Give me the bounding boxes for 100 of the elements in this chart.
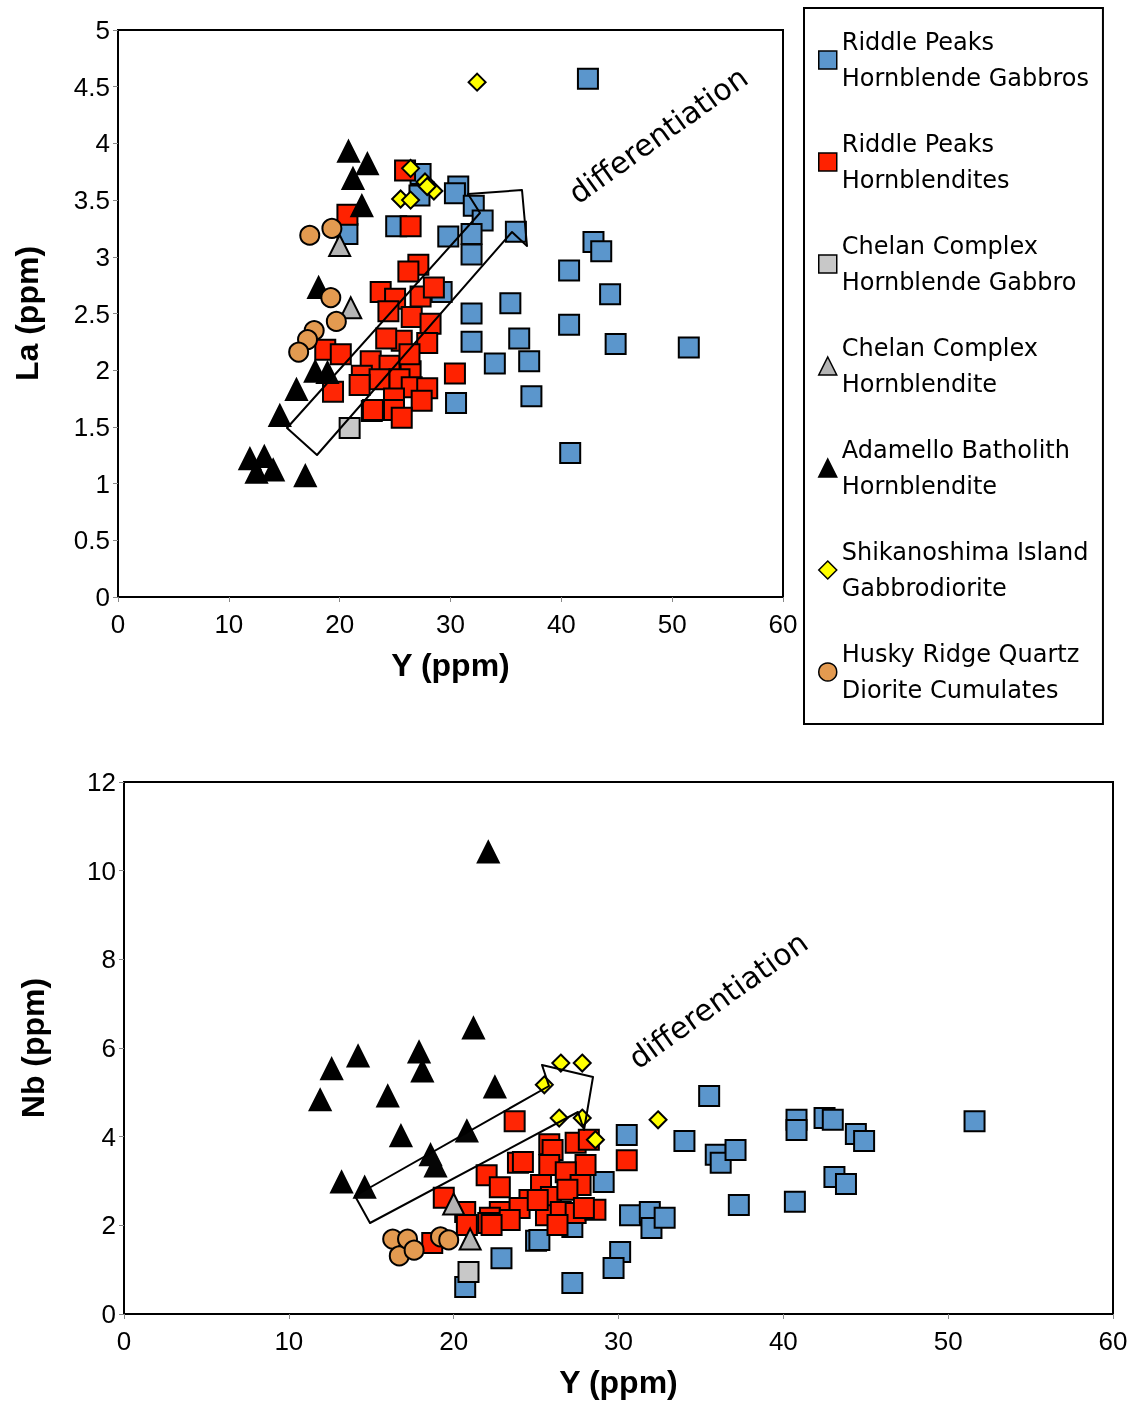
point	[592, 1170, 615, 1193]
point	[853, 1130, 876, 1153]
point	[604, 333, 627, 356]
point	[559, 441, 582, 464]
point	[518, 350, 541, 373]
point	[443, 362, 466, 385]
point	[261, 458, 285, 482]
point	[572, 1197, 595, 1220]
point	[424, 1154, 448, 1178]
y-axis-title: La (ppm)	[9, 245, 45, 382]
point	[460, 302, 483, 325]
point	[499, 292, 522, 315]
point	[341, 167, 365, 191]
point	[442, 1192, 466, 1216]
point	[320, 1057, 344, 1081]
y-axis-title: Nb (ppm)	[15, 977, 51, 1119]
point	[490, 1247, 513, 1270]
legend-label: Riddle Peaks Hornblendites	[841, 130, 1010, 194]
point	[508, 327, 531, 350]
point	[549, 1108, 569, 1128]
point	[353, 1175, 377, 1199]
legend-label: Husky Ridge Quartz Diorite Cumulates	[841, 640, 1080, 704]
point	[329, 343, 352, 366]
point	[785, 1119, 808, 1142]
point	[561, 1271, 584, 1294]
point	[398, 343, 421, 366]
point	[308, 1088, 332, 1112]
point	[375, 327, 398, 350]
point	[389, 1124, 413, 1148]
legend-label: Riddle Peaks Hornblende Gabbros	[841, 28, 1089, 92]
point	[551, 1053, 571, 1073]
point	[963, 1110, 986, 1133]
point	[348, 373, 371, 396]
point	[599, 283, 622, 306]
point	[376, 1084, 400, 1108]
point	[288, 341, 310, 363]
point	[783, 1190, 806, 1213]
point	[615, 1123, 638, 1146]
point	[401, 158, 421, 178]
point	[399, 215, 422, 238]
point	[673, 1130, 696, 1153]
x-tick-label: 10	[274, 1326, 304, 1356]
point	[410, 389, 433, 412]
point	[328, 233, 352, 257]
point	[558, 259, 581, 282]
point	[602, 1256, 625, 1279]
point	[467, 72, 487, 92]
legend-label: Chelan Complex Hornblendite	[841, 334, 1038, 398]
y-tick-label: 3.5	[73, 185, 110, 216]
point	[677, 336, 700, 359]
point	[416, 331, 439, 354]
point	[585, 1130, 605, 1150]
point	[419, 312, 442, 335]
x-tick-label: 20	[325, 609, 355, 639]
point	[437, 225, 460, 248]
point	[268, 404, 292, 428]
point	[355, 152, 379, 176]
point	[698, 1084, 721, 1107]
y-tick-label: 1	[95, 468, 110, 499]
point	[438, 1229, 460, 1251]
point	[504, 220, 527, 243]
point	[483, 352, 506, 375]
point	[455, 1119, 479, 1143]
point	[330, 1170, 354, 1194]
point	[346, 1044, 370, 1068]
point	[546, 1213, 569, 1236]
point	[834, 1173, 857, 1196]
x-tick-label: 30	[604, 1326, 633, 1356]
legend-label: Shikanoshima Island Gabbrodiorite	[841, 538, 1089, 602]
x-axis-title: Y (ppm)	[391, 647, 510, 683]
point	[325, 310, 347, 332]
point	[619, 1204, 642, 1227]
x-tick-label: 40	[546, 609, 576, 639]
y-tick-label: 0	[95, 582, 110, 612]
y-tick-label: 0.5	[73, 525, 110, 556]
legend-label: Adamello Batholith Hornblendite	[841, 436, 1070, 500]
x-tick-label: 50	[933, 1326, 963, 1356]
point	[461, 1016, 485, 1040]
point	[458, 1227, 482, 1251]
point	[350, 194, 374, 218]
y-tick-label: 6	[101, 1033, 116, 1063]
point	[338, 417, 361, 440]
point	[293, 464, 317, 488]
point	[653, 1206, 676, 1229]
point	[821, 1108, 844, 1131]
y-tick-label: 8	[101, 944, 116, 975]
point	[460, 243, 483, 266]
point	[520, 385, 543, 408]
point	[445, 392, 468, 415]
point	[460, 330, 483, 353]
point	[572, 1108, 592, 1128]
point	[460, 223, 483, 246]
y-tick-label: 10	[87, 855, 116, 886]
x-tick-label: 10	[214, 609, 244, 639]
point	[390, 406, 413, 429]
y-tick-label: 2	[95, 355, 110, 386]
point	[321, 217, 343, 239]
point	[558, 313, 581, 336]
x-tick-label: 60	[1098, 1326, 1128, 1356]
point	[284, 377, 308, 401]
